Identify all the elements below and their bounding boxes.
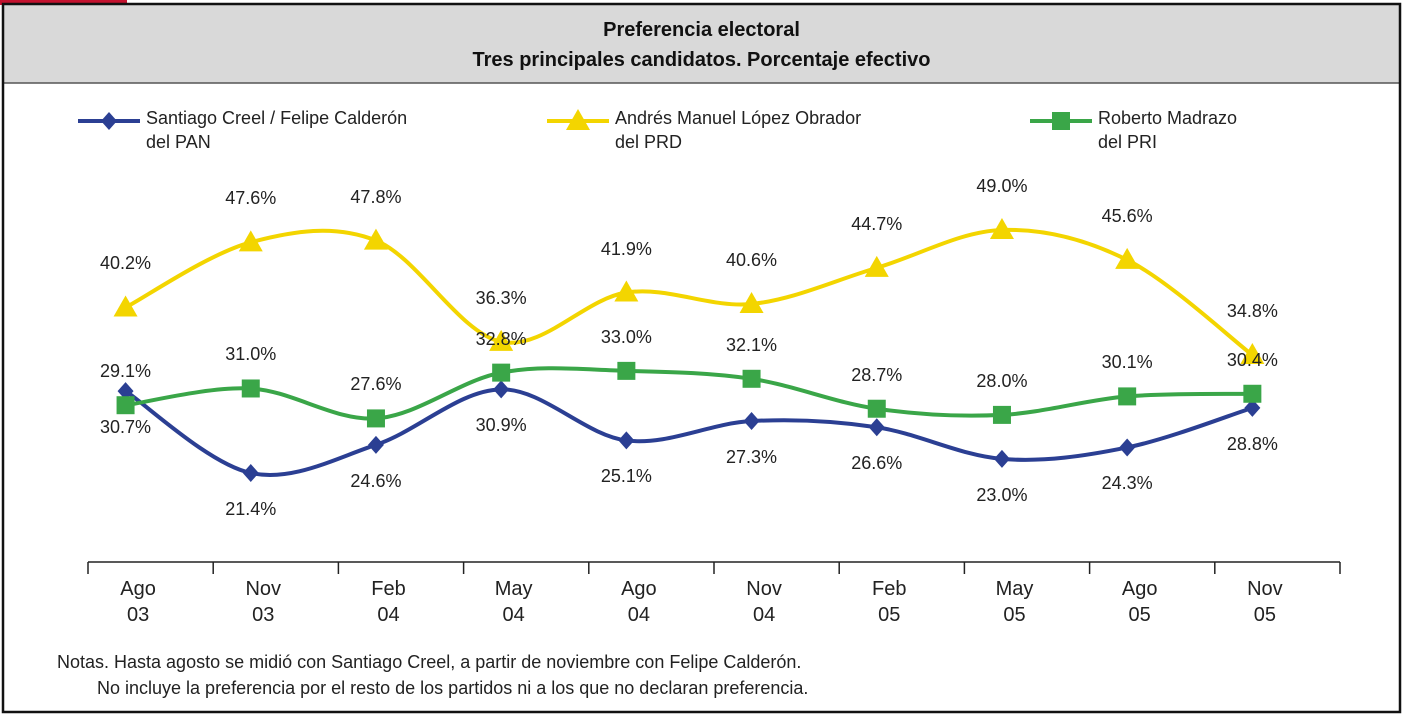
data-point <box>864 255 889 277</box>
x-tick-label: Nov 05 <box>1247 578 1283 626</box>
data-label: 47.8% <box>350 186 402 207</box>
data-label: 40.6% <box>726 249 778 270</box>
legend-marker <box>566 109 590 130</box>
note: Notas. Hasta agosto se midió con Santiag… <box>57 652 802 672</box>
data-label: 30.4% <box>1226 349 1278 370</box>
chart-subtitle: Tres principales candidatos. Porcentaje … <box>472 49 931 71</box>
data-label: 47.6% <box>225 188 277 209</box>
data-point <box>1119 438 1136 457</box>
data-label: 21.4% <box>225 499 277 519</box>
data-point <box>992 405 1011 424</box>
data-label: 36.3% <box>475 287 527 308</box>
data-label: 26.6% <box>851 453 903 474</box>
data-label: 34.8% <box>1226 301 1278 322</box>
data-point <box>1244 398 1261 417</box>
x-tick-label: May 05 <box>995 578 1034 626</box>
data-point <box>618 431 635 450</box>
data-point <box>742 369 761 388</box>
data-point <box>367 435 384 454</box>
data-label: 45.6% <box>1101 205 1153 226</box>
title-band <box>4 5 1399 83</box>
data-label: 27.6% <box>350 374 402 395</box>
data-point <box>116 396 135 415</box>
data-point <box>492 363 511 382</box>
data-point <box>868 418 885 437</box>
data-point <box>1240 343 1265 365</box>
data-label: 40.2% <box>100 253 152 274</box>
data-label: 49.0% <box>976 176 1028 196</box>
x-tick-label: Nov 03 <box>245 578 282 626</box>
x-tick-label: May 04 <box>494 578 533 626</box>
chart-title: Preferencia electoral <box>603 19 800 41</box>
legend-label: Santiago Creel / Felipe Calderón del PAN <box>146 108 408 152</box>
data-point <box>117 382 134 401</box>
series-line <box>124 387 1253 477</box>
data-point <box>238 230 263 252</box>
data-point <box>366 409 385 428</box>
legend-label: Andrés Manuel López Obrador del PRD <box>615 108 862 152</box>
data-point <box>1243 384 1262 403</box>
data-label: 31.0% <box>225 344 277 365</box>
data-label: 23.0% <box>976 484 1028 505</box>
data-label: 33.0% <box>600 326 652 347</box>
data-point <box>363 228 388 250</box>
corner-tab <box>0 0 127 5</box>
data-label: 30.9% <box>475 415 527 436</box>
data-point <box>242 464 259 482</box>
data-label: 41.9% <box>600 238 652 259</box>
data-label: 25.1% <box>600 466 652 487</box>
series-line <box>125 366 1253 421</box>
x-tick-label: Ago 05 <box>1121 578 1158 626</box>
data-label: 27.3% <box>726 447 778 468</box>
x-tick-label: Feb 05 <box>872 578 907 626</box>
x-tick-label: Nov 04 <box>746 578 782 626</box>
data-label: 32.1% <box>726 334 778 355</box>
data-point <box>113 295 138 317</box>
series-line <box>124 227 1254 357</box>
data-point <box>867 399 886 418</box>
data-point <box>493 380 510 399</box>
data-point <box>1118 387 1137 406</box>
data-label: 32.8% <box>475 328 527 349</box>
x-tick-label: Feb 04 <box>371 578 406 626</box>
data-point <box>989 218 1014 239</box>
data-label: 30.7% <box>100 417 152 438</box>
data-point <box>1115 247 1140 269</box>
data-point <box>743 412 760 431</box>
data-point <box>241 379 260 398</box>
legend-label: Roberto Madrazo del PRI <box>1098 108 1238 152</box>
legend-marker <box>1052 112 1070 130</box>
data-point <box>489 329 514 351</box>
legend-marker <box>101 112 117 130</box>
data-point <box>614 280 639 302</box>
data-label: 28.0% <box>976 370 1028 391</box>
data-label: 24.6% <box>350 470 402 491</box>
data-point <box>993 449 1010 468</box>
data-label: 29.1% <box>100 361 152 382</box>
data-label: 28.8% <box>1226 433 1278 454</box>
data-label: 28.7% <box>851 364 903 385</box>
x-tick-label: Ago 04 <box>621 578 657 626</box>
data-label: 24.3% <box>1101 473 1153 494</box>
data-label: 44.7% <box>851 213 903 234</box>
note: No incluye la preferencia por el resto d… <box>97 678 809 698</box>
x-tick-label: Ago 03 <box>120 578 156 626</box>
data-label: 30.1% <box>1101 352 1153 373</box>
data-point <box>617 361 636 380</box>
data-point <box>739 291 764 313</box>
